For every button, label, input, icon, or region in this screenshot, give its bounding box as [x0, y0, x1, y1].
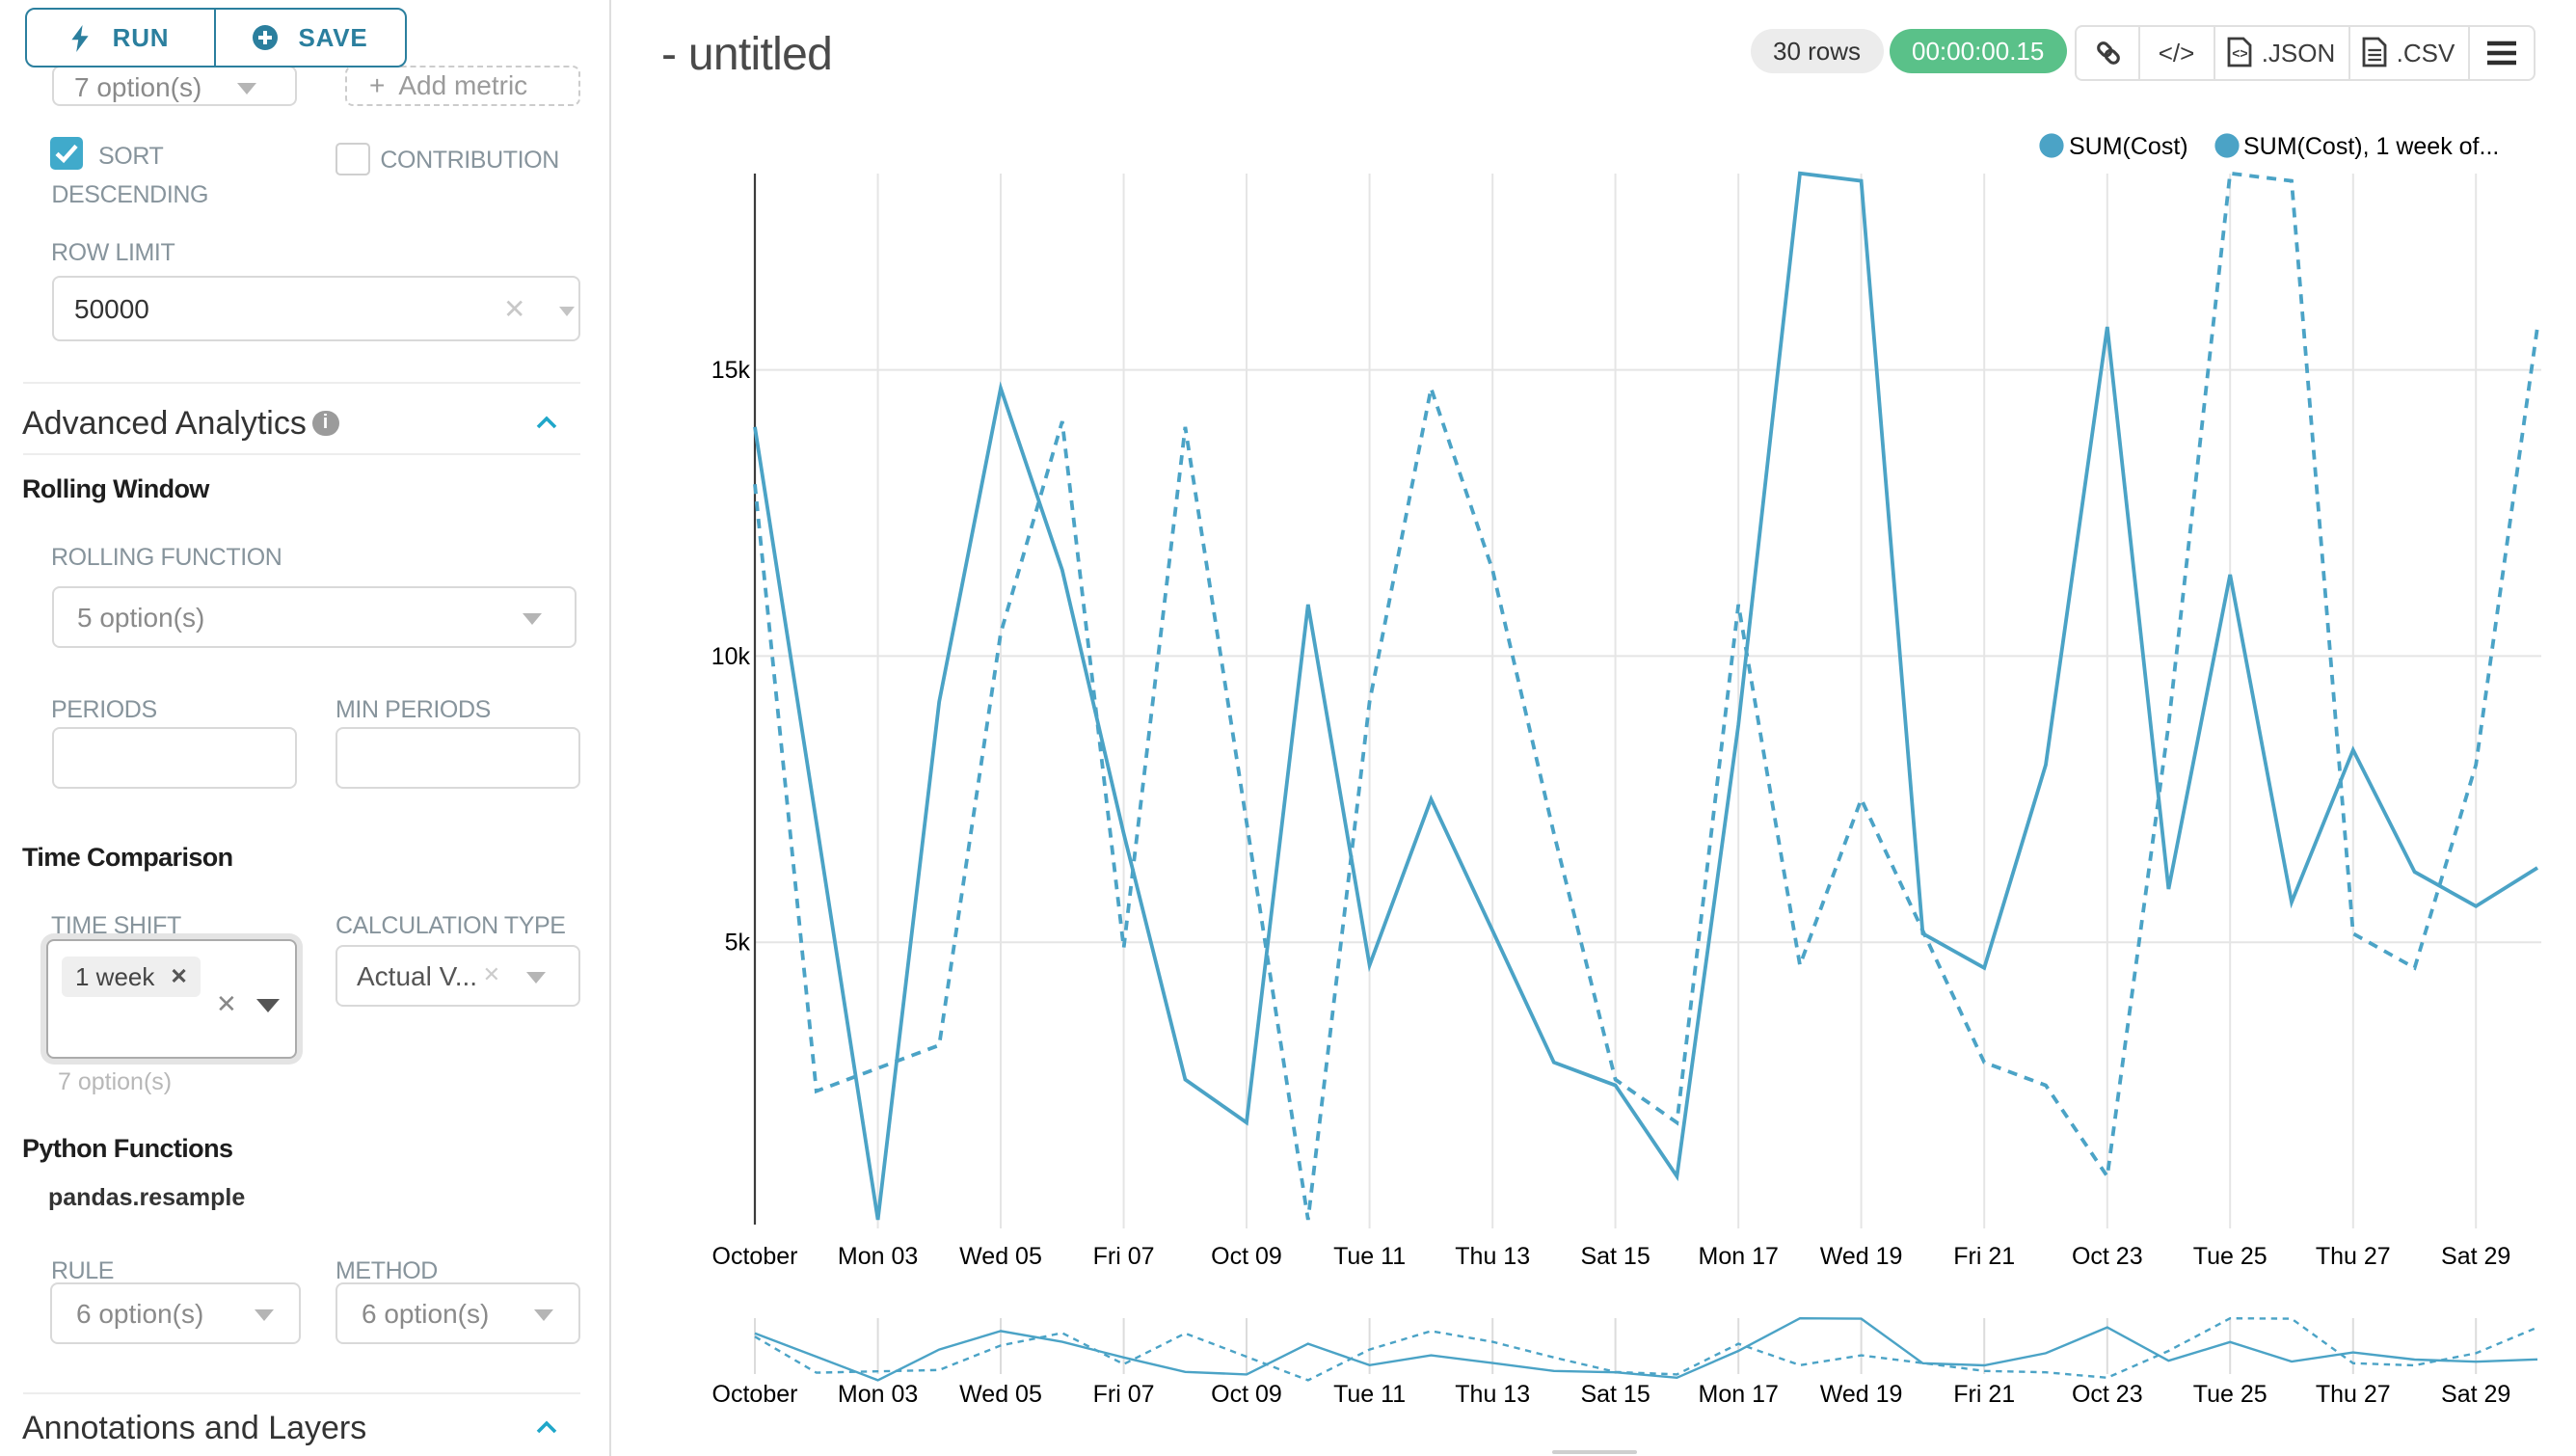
svg-text:Wed 05: Wed 05 [959, 1243, 1042, 1270]
svg-text:Thu 13: Thu 13 [1455, 1381, 1530, 1408]
svg-text:Fri 07: Fri 07 [1093, 1243, 1155, 1270]
svg-text:SUM(Cost), 1 week of...: SUM(Cost), 1 week of... [2243, 133, 2499, 160]
svg-text:Oct 09: Oct 09 [1211, 1381, 1282, 1408]
svg-text:Sat 15: Sat 15 [1580, 1243, 1650, 1270]
svg-text:Oct 09: Oct 09 [1211, 1243, 1282, 1270]
svg-text:Sat 29: Sat 29 [2441, 1243, 2510, 1270]
svg-text:15k: 15k [711, 357, 751, 384]
svg-text:Thu 27: Thu 27 [2316, 1243, 2391, 1270]
svg-text:SUM(Cost): SUM(Cost) [2069, 133, 2188, 160]
svg-text:Tue 25: Tue 25 [2193, 1381, 2267, 1408]
svg-text:Mon 03: Mon 03 [838, 1381, 918, 1408]
svg-text:Mon 17: Mon 17 [1699, 1243, 1779, 1270]
svg-text:Thu 27: Thu 27 [2316, 1381, 2391, 1408]
svg-text:Mon 03: Mon 03 [838, 1243, 918, 1270]
svg-text:Mon 17: Mon 17 [1699, 1381, 1779, 1408]
svg-text:Thu 13: Thu 13 [1455, 1243, 1530, 1270]
svg-text:<>: <> [2232, 45, 2247, 61]
svg-text:Oct 23: Oct 23 [2072, 1381, 2143, 1408]
svg-text:Tue 11: Tue 11 [1333, 1381, 1406, 1408]
svg-text:Sat 15: Sat 15 [1580, 1381, 1650, 1408]
svg-text:Wed 05: Wed 05 [959, 1381, 1042, 1408]
svg-text:Wed 19: Wed 19 [1820, 1381, 1903, 1408]
svg-text:Wed 19: Wed 19 [1820, 1243, 1903, 1270]
svg-text:Oct 23: Oct 23 [2072, 1243, 2143, 1270]
svg-text:Tue 25: Tue 25 [2193, 1243, 2267, 1270]
svg-text:October: October [712, 1381, 798, 1408]
svg-text:Sat 29: Sat 29 [2441, 1381, 2510, 1408]
svg-text:Fri 07: Fri 07 [1093, 1381, 1155, 1408]
svg-text:Tue 11: Tue 11 [1333, 1243, 1406, 1270]
svg-text:10k: 10k [711, 643, 751, 670]
svg-text:Fri 21: Fri 21 [1953, 1243, 2015, 1270]
svg-text:Fri 21: Fri 21 [1953, 1381, 2015, 1408]
svg-text:October: October [712, 1243, 798, 1270]
svg-text:5k: 5k [725, 930, 751, 957]
